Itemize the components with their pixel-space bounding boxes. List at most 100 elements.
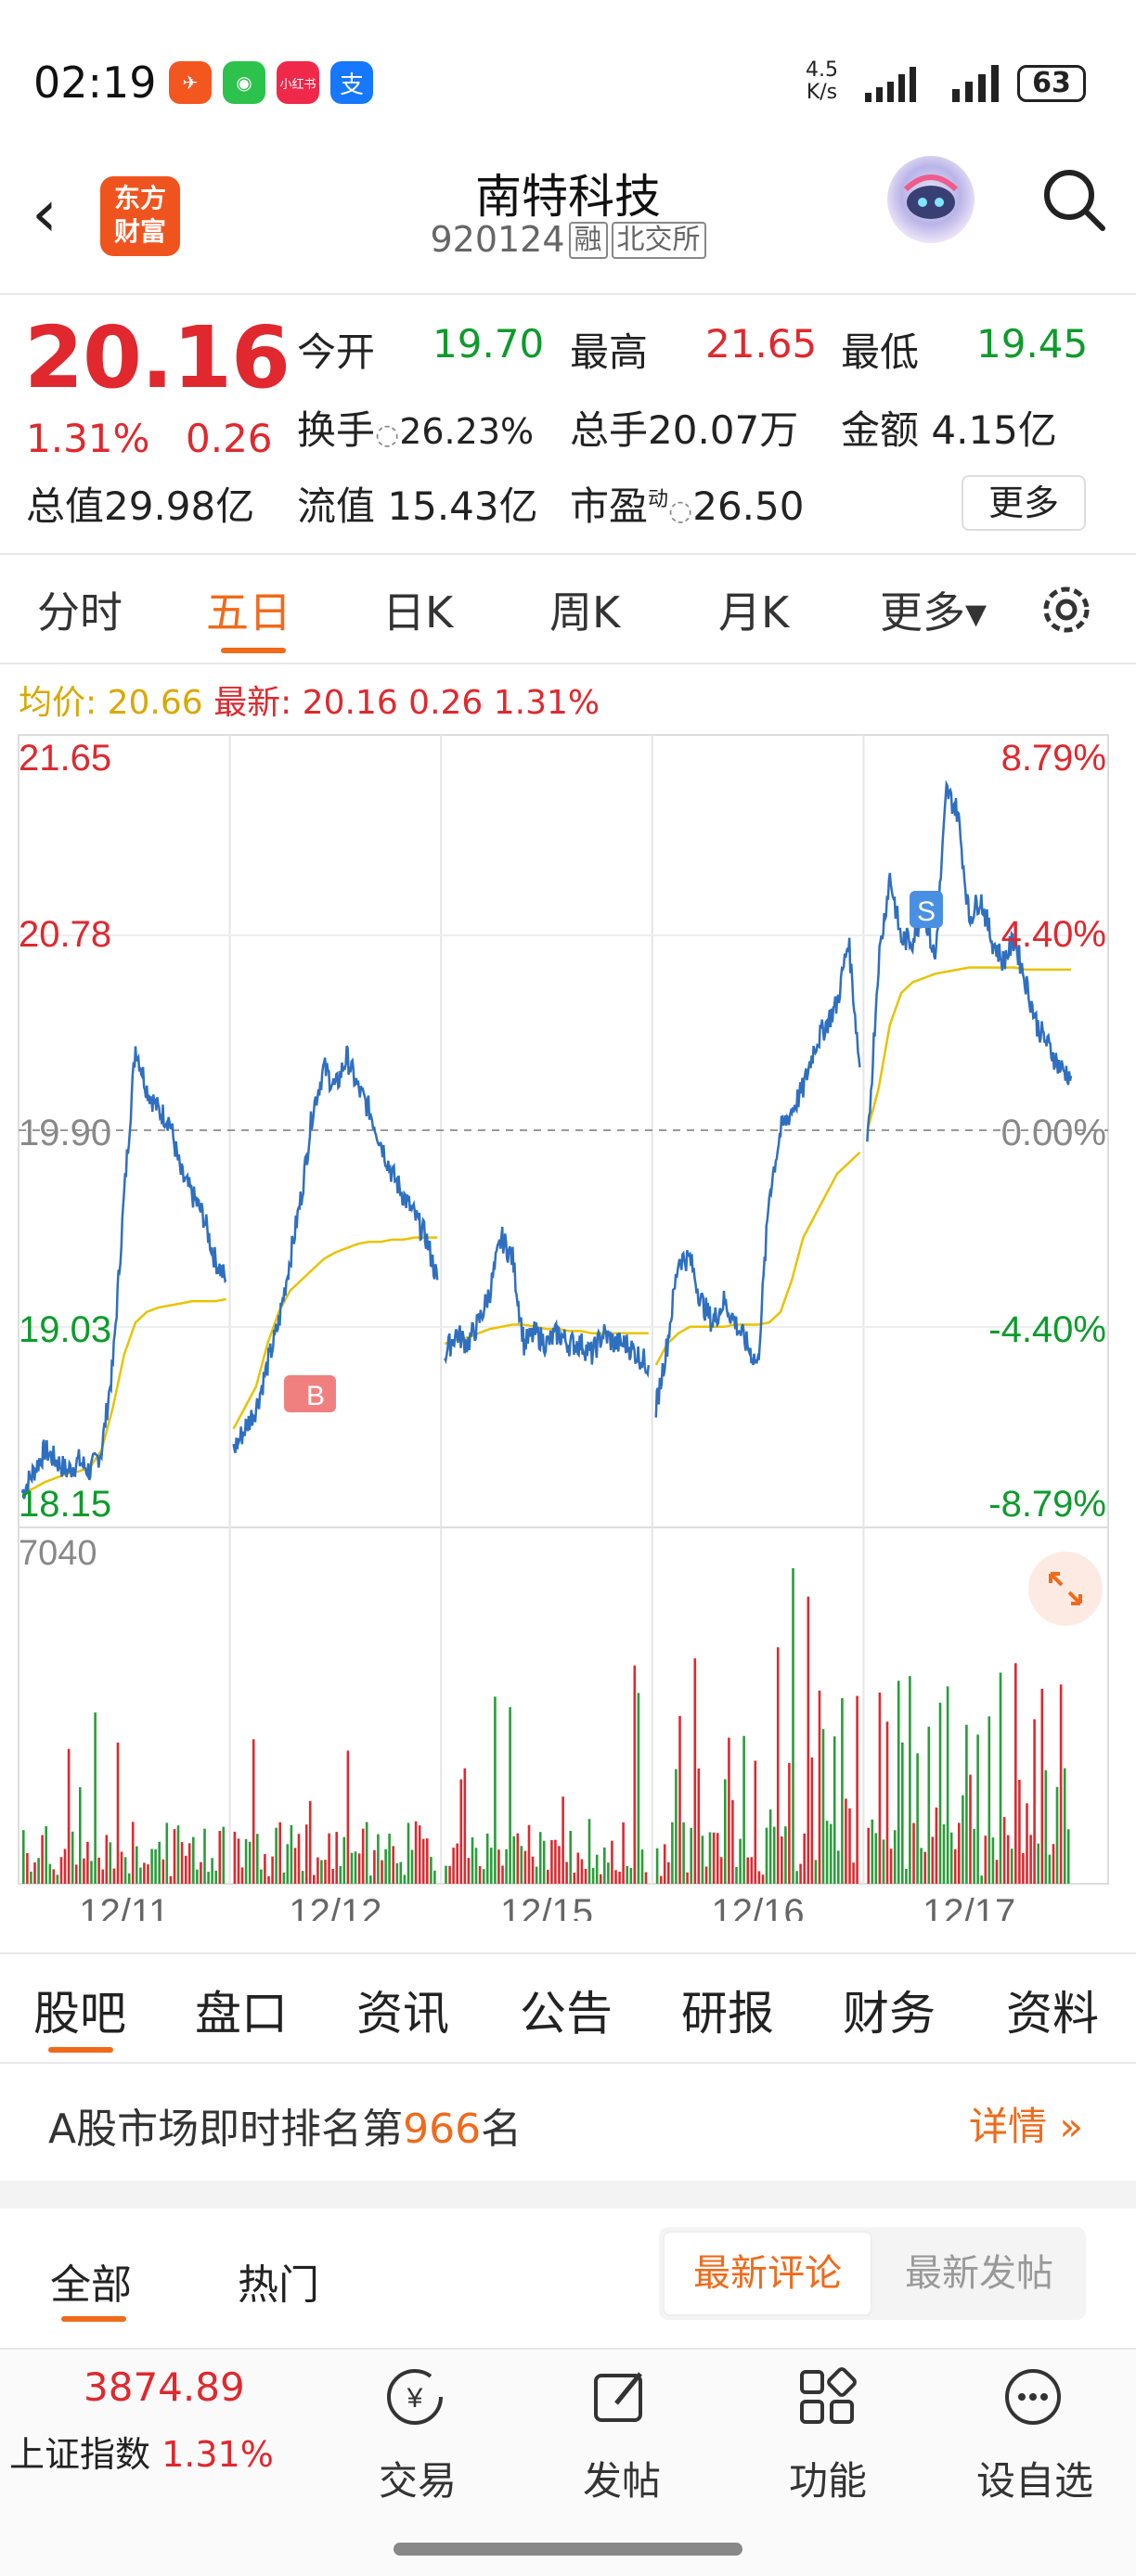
volume-bar [999, 1672, 1002, 1884]
chart-legend: 均价: 20.66 最新: 20.16 0.26 1.31% [19, 684, 600, 722]
home-indicator[interactable] [394, 2543, 742, 2556]
amount: 金额 4.15亿 [841, 407, 1057, 453]
volume-bar [671, 1822, 674, 1884]
latest-comments-button[interactable]: 最新评论 [663, 2231, 872, 2316]
volume-bar [456, 1843, 458, 1884]
tab-five-day[interactable]: 五日 [206, 587, 291, 638]
volume-bar [678, 1716, 681, 1884]
volume-bar [735, 1866, 738, 1884]
volume-bar [1006, 1835, 1010, 1884]
stock-name: 南特科技 [475, 170, 661, 224]
forum-tab-hot[interactable]: 热门 [238, 2261, 319, 2309]
volume-bar [320, 1860, 323, 1884]
volume-bar [127, 1873, 131, 1884]
volume-bar [728, 1737, 730, 1884]
volume-bar [724, 1779, 727, 1884]
tab-announcements[interactable]: 公告 [520, 1987, 613, 2041]
volume-bar [136, 1846, 138, 1884]
back-button[interactable]: ‹ [32, 175, 58, 251]
volume-bar [497, 1849, 500, 1884]
volume-bar [871, 1819, 874, 1884]
volume-bar [196, 1869, 199, 1884]
volume-bar [97, 1857, 100, 1884]
x-tick-label: 12/11 [79, 1892, 169, 1921]
volume-bar [716, 1833, 719, 1884]
volume-bar [248, 1841, 252, 1884]
volume-bar [535, 1866, 538, 1884]
volume-bar [512, 1835, 515, 1884]
volume-bar [1018, 1780, 1021, 1884]
volume-bar [192, 1836, 195, 1884]
latest-posts-button[interactable]: 最新发帖 [905, 2252, 1053, 2295]
change-amount: 0.26 [186, 416, 273, 461]
volume-bar [143, 1862, 146, 1884]
volume-bar [459, 1779, 463, 1884]
expand-icon[interactable] [1028, 1552, 1103, 1626]
tab-weekly-k[interactable]: 周K [549, 587, 621, 638]
alipay-icon: 支 [330, 61, 373, 104]
volume-bar [742, 1735, 745, 1884]
index-value[interactable]: 3874.89 [84, 2364, 245, 2410]
open-label: 今开 [297, 329, 376, 375]
avg-line-day-2 [232, 1236, 438, 1430]
volume-bar [837, 1850, 840, 1884]
tab-news[interactable]: 资讯 [356, 1987, 449, 2041]
tab-daily-k[interactable]: 日K [382, 587, 454, 638]
nav-functions[interactable]: 功能 [789, 2458, 868, 2504]
tab-forum[interactable]: 股吧 [33, 1987, 126, 2041]
assistant-avatar[interactable] [887, 156, 975, 243]
tab-profile[interactable]: 资料 [1006, 1987, 1099, 2041]
volume-bar [41, 1835, 44, 1884]
trade-icon[interactable]: ¥ [382, 2364, 447, 2429]
volume-bar [682, 1822, 685, 1884]
volume-bar [611, 1840, 613, 1884]
volume-bar [841, 1698, 844, 1884]
volume-bar [626, 1865, 628, 1884]
x-tick-label: 12/16 [712, 1892, 805, 1921]
volume-bar [969, 1774, 972, 1884]
volume-bar [222, 1826, 226, 1884]
volume-bar [86, 1841, 89, 1884]
y-tick-left-2: 19.90 [19, 1113, 111, 1153]
volume-bar [829, 1823, 833, 1884]
nav-post[interactable]: 发帖 [583, 2458, 662, 2504]
search-icon[interactable] [1038, 163, 1110, 236]
tab-more[interactable]: 更多▾ [880, 587, 988, 638]
compose-icon[interactable] [588, 2364, 653, 2429]
volume-bar [509, 1707, 511, 1884]
volume-bar [1052, 1844, 1055, 1884]
volume-bar [165, 1823, 169, 1884]
volume-bar [407, 1823, 410, 1884]
volume-bar [757, 1871, 761, 1884]
volume-bar [618, 1872, 621, 1884]
volume-bar [430, 1857, 432, 1884]
more-quote-button[interactable]: 更多 [962, 475, 1086, 531]
status-bar: 02:19 ✈ ◉ 小红书 支 4.5 K/s 63 [0, 0, 1136, 148]
volume-bar [388, 1834, 391, 1884]
volume-bar [750, 1857, 754, 1884]
index-line[interactable]: 上证指数 1.31% [9, 2434, 274, 2475]
nav-trade[interactable]: 交易 [379, 2458, 458, 2504]
tab-intraday[interactable]: 分时 [37, 587, 123, 638]
apps-icon[interactable] [794, 2364, 859, 2429]
tab-research[interactable]: 研报 [681, 1987, 774, 2041]
gear-icon[interactable] [1036, 579, 1097, 640]
volume-bar [256, 1834, 259, 1884]
price-line-day-3 [444, 1226, 651, 1378]
volume-bar [1022, 1852, 1025, 1884]
rank-detail-link[interactable]: 详情 » [969, 2104, 1084, 2149]
nav-watchlist[interactable]: 设自选 [976, 2458, 1094, 2504]
sort-toggle: 最新评论 最新发帖 [659, 2227, 1086, 2320]
five-day-chart[interactable]: 21.65 20.78 19.90 19.03 18.15 8.79% 4.40… [0, 724, 1136, 1921]
forum-tab-all[interactable]: 全部 [50, 2261, 132, 2309]
volume-bar [984, 1835, 988, 1884]
tab-finance[interactable]: 财务 [843, 1987, 936, 2041]
tab-monthly-k[interactable]: 月K [718, 587, 790, 638]
volume-bar [154, 1848, 157, 1884]
more-icon[interactable] [1000, 2364, 1065, 2429]
tab-orderbook[interactable]: 盘口 [195, 1987, 288, 2041]
volume-bar [953, 1848, 957, 1884]
volume-bar [803, 1833, 806, 1884]
price-line-day-4 [654, 937, 861, 1418]
volume-bar [354, 1851, 357, 1884]
